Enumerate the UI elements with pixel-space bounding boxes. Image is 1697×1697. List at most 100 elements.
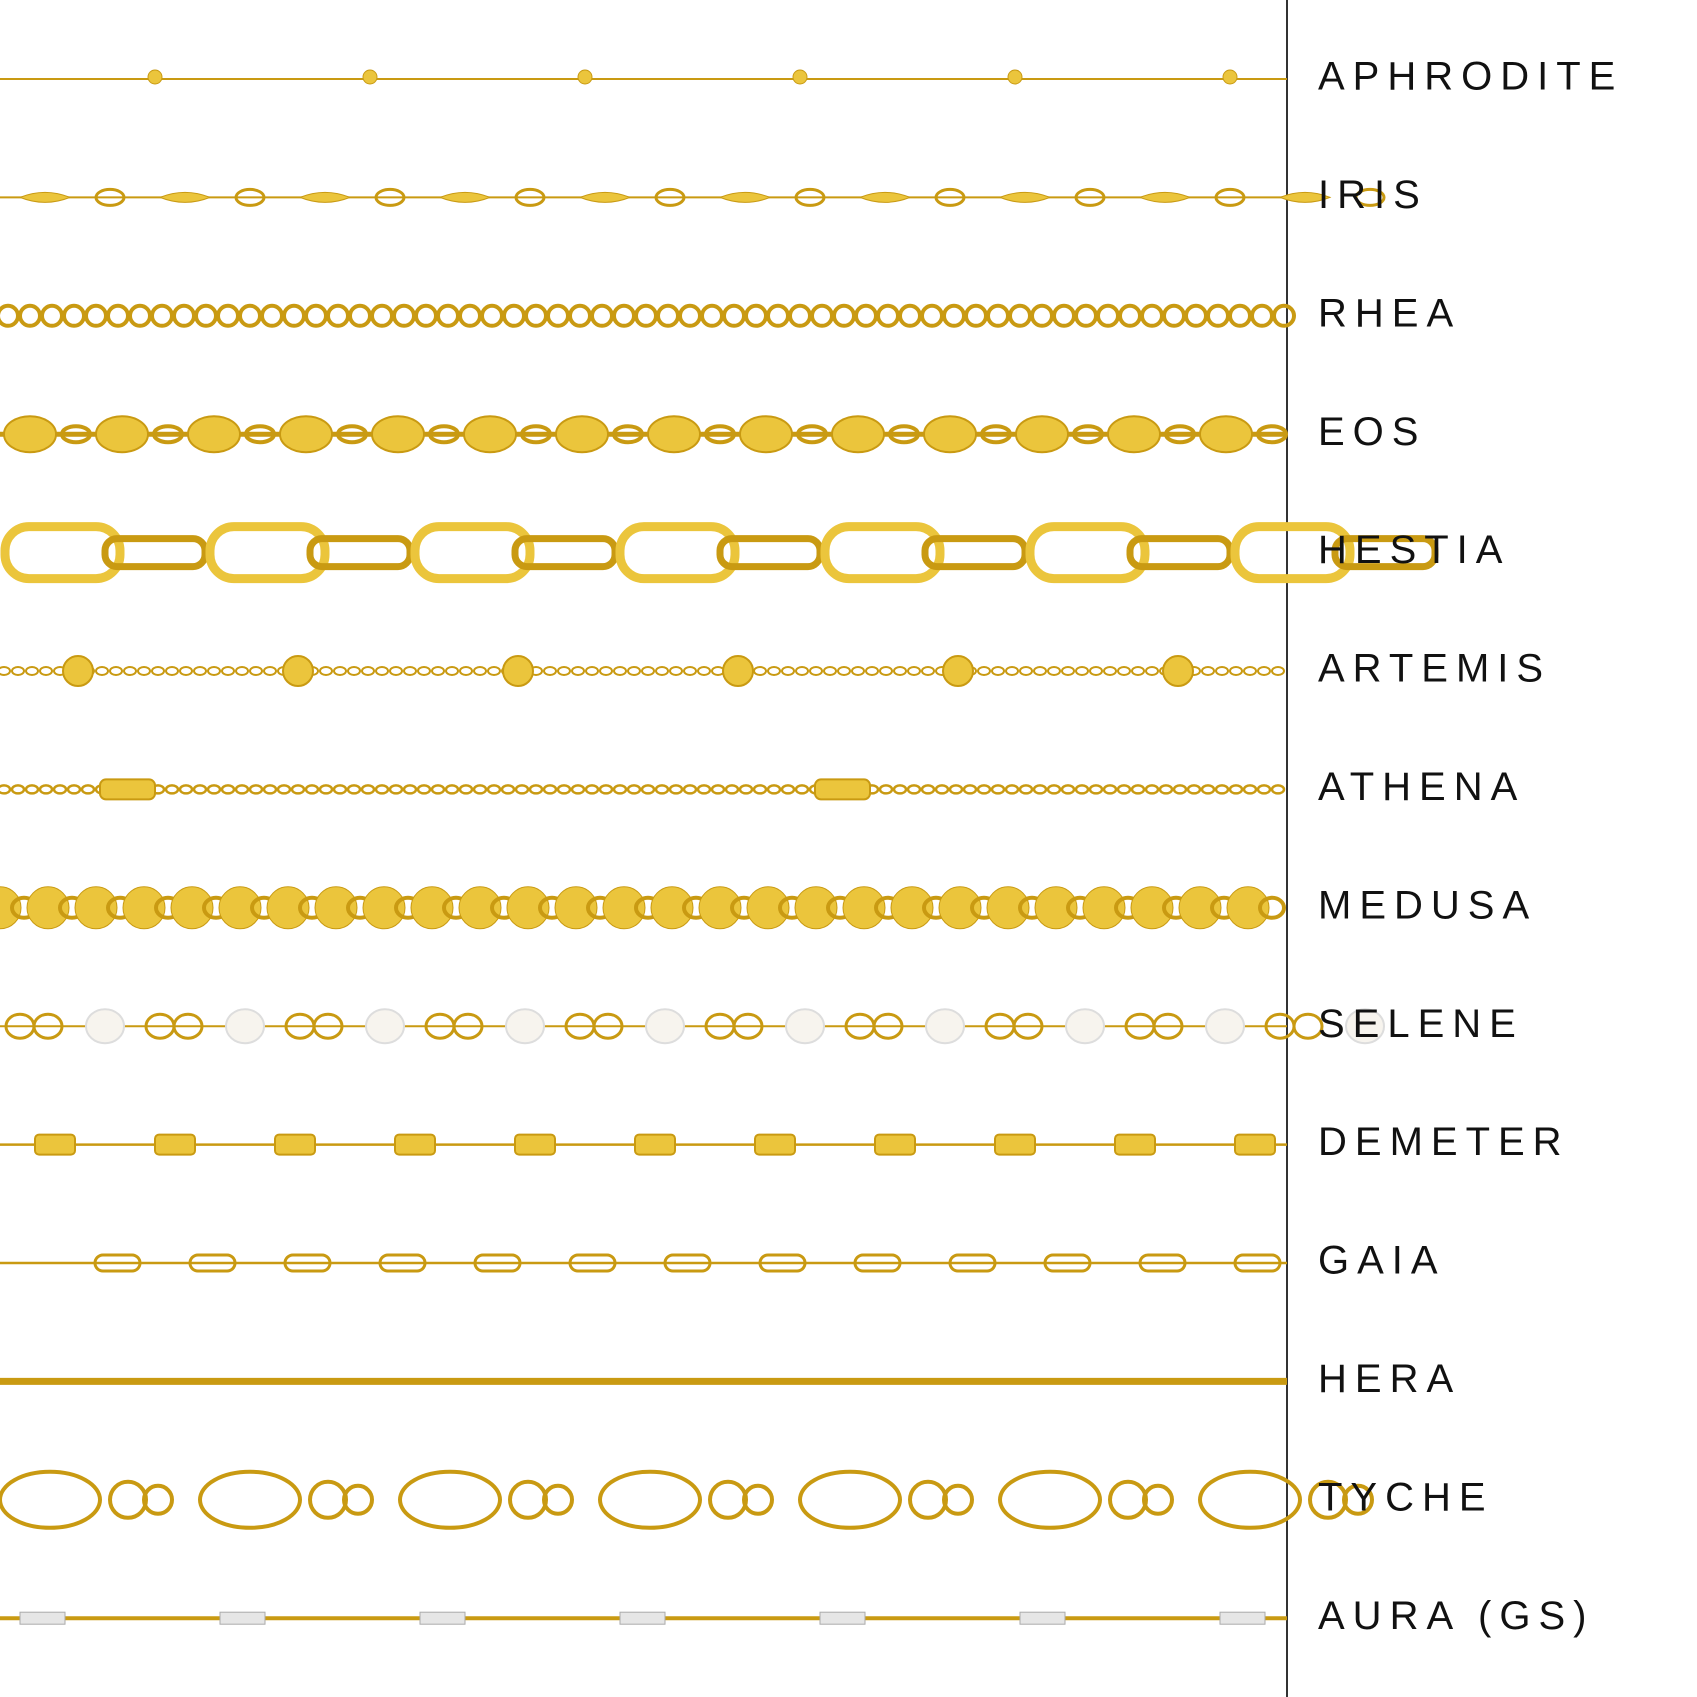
link <box>374 784 390 795</box>
link <box>767 666 781 676</box>
link <box>704 424 736 445</box>
link <box>682 784 698 795</box>
link <box>1032 784 1048 795</box>
link <box>758 1253 807 1273</box>
disc <box>986 886 1030 930</box>
link <box>346 784 362 795</box>
link <box>1215 666 1229 676</box>
tube <box>874 1133 916 1156</box>
link <box>101 535 209 571</box>
disc <box>923 415 977 454</box>
chain-row: ARTEMIS <box>0 647 1551 691</box>
link <box>1258 895 1286 920</box>
disc <box>554 886 598 930</box>
bead <box>1222 69 1238 85</box>
link <box>1019 666 1033 676</box>
bead <box>1007 69 1023 85</box>
bead <box>722 655 754 687</box>
link <box>444 784 460 795</box>
link <box>543 666 557 676</box>
disc <box>1199 415 1253 454</box>
link <box>402 784 418 795</box>
link <box>417 666 431 676</box>
pearl <box>925 1008 965 1045</box>
chain-name: ARTEMIS <box>1318 647 1551 691</box>
link <box>1272 303 1296 328</box>
bar <box>718 191 772 203</box>
chain-row: HESTIA <box>0 522 1502 584</box>
link <box>205 522 330 584</box>
link <box>192 784 208 795</box>
link <box>1138 1253 1187 1273</box>
chain-row: IRIS <box>0 173 1420 217</box>
link <box>921 535 1029 571</box>
disc <box>647 415 701 454</box>
silver-tube <box>1019 1611 1066 1625</box>
link <box>1088 784 1104 795</box>
link <box>347 666 361 676</box>
chain-name: AURA (GS) <box>1318 1594 1594 1638</box>
link <box>80 784 96 795</box>
chain-row: GAIA <box>0 1239 1446 1283</box>
link <box>570 784 586 795</box>
link <box>683 666 697 676</box>
tube <box>274 1133 316 1156</box>
link <box>795 666 809 676</box>
bead <box>502 655 534 687</box>
disc <box>1130 886 1174 930</box>
chain-row: ATHENA <box>0 765 1517 809</box>
disc <box>555 415 609 454</box>
silver-tube <box>219 1611 266 1625</box>
link <box>1033 666 1047 676</box>
link <box>428 424 460 445</box>
link <box>95 666 109 676</box>
chain-list: APHRODITE IRIS RHEA EOS HESTIA ARTEMIS ATHENA M… <box>0 55 1615 1638</box>
link <box>38 784 54 795</box>
link <box>893 666 907 676</box>
bead <box>62 655 94 687</box>
link <box>962 784 978 795</box>
link <box>888 424 920 445</box>
link <box>10 784 26 795</box>
link <box>458 784 474 795</box>
link <box>1214 187 1246 207</box>
link <box>1200 784 1216 795</box>
pearl <box>365 1008 405 1045</box>
disc <box>314 886 358 930</box>
disc <box>506 886 550 930</box>
link <box>398 1469 502 1530</box>
link <box>333 666 347 676</box>
disc <box>739 415 793 454</box>
link <box>360 784 376 795</box>
link <box>948 1253 997 1273</box>
link <box>1074 784 1090 795</box>
link <box>332 784 348 795</box>
link <box>641 666 655 676</box>
link <box>1152 1012 1184 1040</box>
link <box>716 535 824 571</box>
link <box>1230 522 1355 584</box>
tube <box>994 1133 1036 1156</box>
link <box>542 784 558 795</box>
bar <box>438 191 492 203</box>
link <box>1158 784 1174 795</box>
link <box>0 1469 102 1530</box>
chain-name: DEMETER <box>1318 1120 1570 1164</box>
silver-tube <box>419 1611 466 1625</box>
link <box>1186 784 1202 795</box>
pearl <box>85 1008 125 1045</box>
link <box>1331 535 1439 571</box>
link <box>1256 784 1272 795</box>
link <box>248 784 264 795</box>
link <box>585 666 599 676</box>
link <box>1164 424 1196 445</box>
link <box>235 666 249 676</box>
link <box>1198 1469 1302 1530</box>
tube <box>394 1133 436 1156</box>
link <box>473 666 487 676</box>
chain-name: GAIA <box>1318 1239 1446 1283</box>
tube <box>634 1133 676 1156</box>
tube <box>754 1133 796 1156</box>
tube <box>814 778 871 801</box>
